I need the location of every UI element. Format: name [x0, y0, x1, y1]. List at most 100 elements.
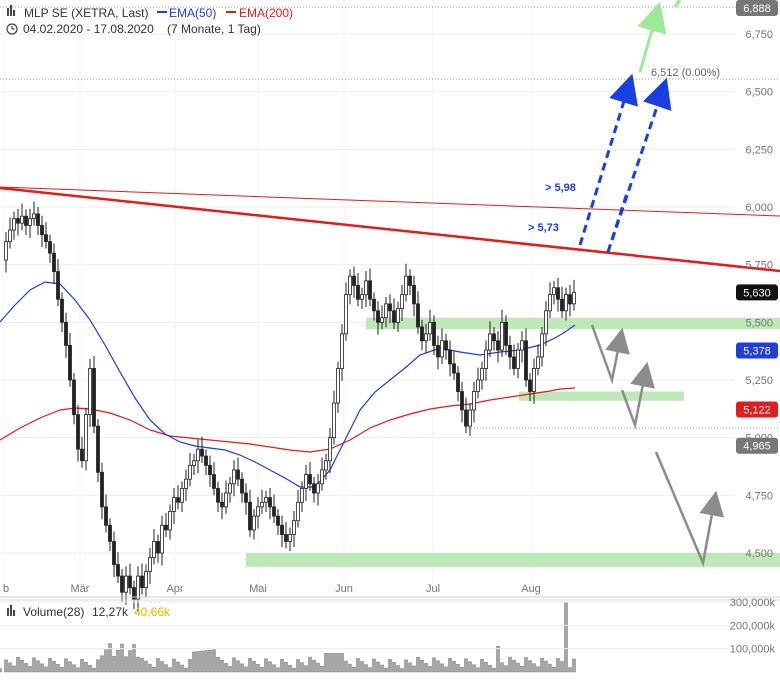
volume-bar	[448, 658, 452, 673]
candle-body	[56, 271, 60, 300]
volume-bar	[412, 665, 416, 673]
volume-bar	[32, 657, 36, 673]
candle-body	[472, 391, 476, 411]
candle-body	[528, 379, 532, 392]
candle-body	[248, 501, 252, 531]
volume-bar	[304, 665, 308, 673]
green-arrow-tail	[673, 0, 682, 8]
volume-bar	[540, 657, 544, 673]
candle-body	[408, 275, 412, 286]
candle-body	[364, 280, 368, 296]
volume-bar	[172, 658, 176, 673]
candle-body	[484, 349, 488, 369]
candle-body	[200, 448, 204, 457]
candle-body	[96, 425, 100, 473]
candle-body	[20, 215, 24, 224]
ema50-line	[0, 281, 576, 488]
volume-bar	[164, 664, 168, 673]
candle-body	[328, 437, 332, 462]
volume-bar	[536, 666, 540, 673]
volume-bar	[464, 658, 468, 673]
volume-bar	[60, 667, 64, 673]
volume-bar	[228, 666, 232, 673]
volume-bar	[332, 653, 336, 673]
candle-body	[4, 241, 8, 261]
long-trendline	[0, 186, 780, 217]
volume-bar	[340, 653, 344, 673]
candle-body	[80, 448, 84, 462]
candle-body	[496, 340, 500, 351]
support-zone	[519, 391, 684, 401]
breakout-high-label: > 5,98	[545, 182, 576, 194]
candle-body	[560, 298, 564, 312]
chart-type-icon[interactable]	[7, 5, 15, 16]
y-tick-label: 6,250	[745, 144, 773, 156]
date-range: 04.02.2020 - 17.08.2020	[23, 22, 154, 36]
candle-body	[112, 541, 116, 565]
x-tick-label: Jul	[426, 583, 440, 595]
volume-bar	[312, 659, 316, 673]
candle-body	[512, 356, 516, 369]
volume-bar	[392, 662, 396, 673]
blue-arrow-up-1	[578, 73, 638, 246]
candle-body	[320, 469, 324, 485]
volume-bar	[400, 668, 404, 673]
grid	[0, 0, 735, 597]
candle-body	[392, 310, 396, 323]
volume-bar	[8, 662, 12, 673]
y-tick-label: 4,750	[745, 490, 773, 502]
volume-bar	[388, 659, 392, 673]
candle-body	[180, 488, 184, 503]
volume-bar	[112, 655, 116, 673]
candle-body	[236, 469, 240, 480]
candle-body	[276, 515, 280, 526]
volume-bar	[268, 661, 272, 673]
volume-bar	[24, 663, 28, 673]
volume-bar	[192, 651, 196, 673]
volume-bar	[456, 664, 460, 673]
price-tag-label: 6,888	[743, 3, 771, 15]
candle-body	[516, 349, 520, 369]
volume-bar	[80, 658, 84, 673]
volume-bar	[64, 658, 68, 673]
volume-bar	[156, 658, 160, 673]
x-axis: b Mär Apr Mai Jun Jul Aug	[3, 583, 541, 595]
volume-bar	[196, 651, 200, 673]
y-axis: 4,5004,7505,0005,2505,5005,7506,0006,250…	[745, 29, 773, 560]
x-tick-label: Apr	[166, 583, 183, 595]
volume-bar	[508, 656, 512, 673]
candle-body	[140, 575, 144, 588]
volume-bar	[408, 662, 412, 673]
volume-bar	[468, 661, 472, 673]
y-tick-label: 6,750	[745, 29, 773, 41]
volume-bar	[168, 667, 172, 673]
x-tick-label: Aug	[521, 583, 541, 595]
volume-header: Volume(28) 12,27k 40,66k	[7, 605, 171, 619]
price-tag-label: 4,965	[743, 441, 771, 453]
candle-body	[256, 506, 260, 517]
candle-body	[128, 575, 132, 588]
volume-bar	[200, 650, 204, 673]
volume-bar	[100, 655, 104, 673]
support-zone	[246, 553, 780, 567]
bullish-projection	[578, 0, 682, 253]
candle-body	[380, 317, 384, 323]
candle-body	[536, 356, 540, 369]
ema50-legend[interactable]: EMA(50)	[169, 6, 216, 20]
price-tag-label: 5,630	[743, 287, 771, 299]
volume-bar	[68, 661, 72, 673]
chart-header: MLP SE (XETRA, Last) EMA(50) EMA(200) 04…	[6, 5, 293, 36]
ema200-legend[interactable]: EMA(200)	[239, 6, 293, 20]
candle-body	[288, 534, 292, 542]
candle-body	[84, 414, 88, 462]
candle-body	[452, 363, 456, 374]
candle-body	[52, 252, 56, 272]
candle-body	[448, 349, 452, 365]
volume-bar	[348, 663, 352, 673]
volume-bar	[440, 663, 444, 673]
volume-bar	[216, 657, 220, 673]
volume-tick-label: 100,000k	[730, 644, 776, 656]
target-label: 6,512 (0.00%)	[651, 67, 720, 79]
candle-body	[260, 501, 264, 508]
